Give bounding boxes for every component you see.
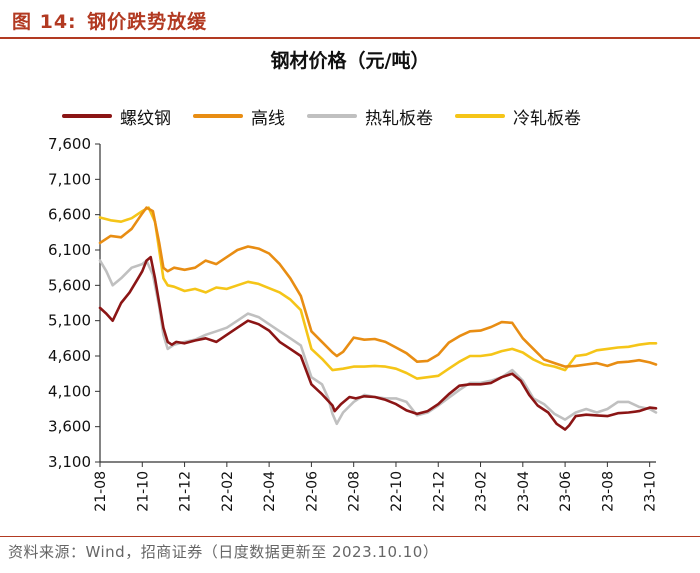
legend-item-rebar: 螺纹钢 (62, 104, 171, 129)
x-tick-label: 22-12 (431, 471, 447, 512)
series-line-wire-rod (98, 206, 658, 368)
x-tick-label: 22-02 (220, 471, 236, 512)
footer-divider (0, 536, 700, 537)
line-chart: 3,100 3,600 4,100 4,600 5,100 5,600 6,100 6,600… (48, 135, 659, 512)
x-tick-label: 21-10 (135, 471, 151, 512)
x-tick-label: 23-10 (643, 471, 659, 512)
x-tick-label: 21-12 (178, 471, 194, 512)
legend-label-hot-rolled: 热轧板卷 (365, 108, 433, 129)
chart-title: 钢材价格（元/吨） (270, 50, 430, 72)
x-tick-label: 21-08 (93, 471, 109, 512)
y-tick-label: 6,600 (48, 206, 91, 224)
figure-title: 图 14: 钢价跌势放缓 (12, 7, 207, 34)
x-tick-label: 23-04 (516, 471, 532, 512)
legend-swatch-hot-rolled (307, 114, 357, 118)
legend-item-hot-rolled: 热轧板卷 (307, 104, 433, 129)
y-tick-label: 7,600 (48, 135, 91, 153)
series-line-hot-rolled (98, 259, 658, 426)
series-line-rebar (98, 255, 658, 431)
y-tick-label: 4,100 (48, 382, 91, 400)
legend-item-cold-rolled: 冷轧板卷 (455, 104, 581, 129)
legend-label-rebar: 螺纹钢 (120, 108, 171, 129)
y-tick-label: 5,100 (48, 312, 91, 330)
legend-swatch-cold-rolled (455, 114, 505, 118)
legend: 螺纹钢 高线 热轧板卷 冷轧板卷 (62, 104, 603, 129)
figure-header: 图 14: 钢价跌势放缓 (0, 0, 700, 39)
legend-label-cold-rolled: 冷轧板卷 (513, 108, 581, 129)
y-tick-label: 4,600 (48, 347, 91, 365)
figure-label: 图 14: (12, 11, 77, 33)
legend-swatch-rebar (62, 114, 112, 118)
y-tick-label: 5,600 (48, 276, 91, 294)
source-note: 资料来源：Wind，招商证券（日度数据更新至 2023.10.10） (8, 543, 439, 561)
x-tick-label: 22-06 (304, 471, 320, 512)
x-tick-label: 23-02 (474, 471, 490, 512)
legend-swatch-wire-rod (193, 114, 243, 118)
y-tick-label: 6,100 (48, 241, 91, 259)
y-tick-label: 3,600 (48, 418, 91, 436)
series-line-cold-rolled (98, 206, 658, 380)
figure-caption: 钢价跌势放缓 (87, 11, 208, 33)
header-divider (0, 37, 700, 39)
x-tick-label: 23-08 (600, 471, 616, 512)
legend-label-wire-rod: 高线 (251, 108, 285, 129)
x-tick-label: 22-10 (389, 471, 405, 512)
legend-item-wire-rod: 高线 (193, 104, 285, 129)
y-tick-label: 7,100 (48, 170, 91, 188)
x-tick-label: 22-04 (262, 471, 278, 512)
y-tick-label: 3,100 (48, 453, 91, 471)
x-tick-label: 22-08 (347, 471, 363, 512)
x-tick-label: 23-06 (558, 471, 574, 512)
